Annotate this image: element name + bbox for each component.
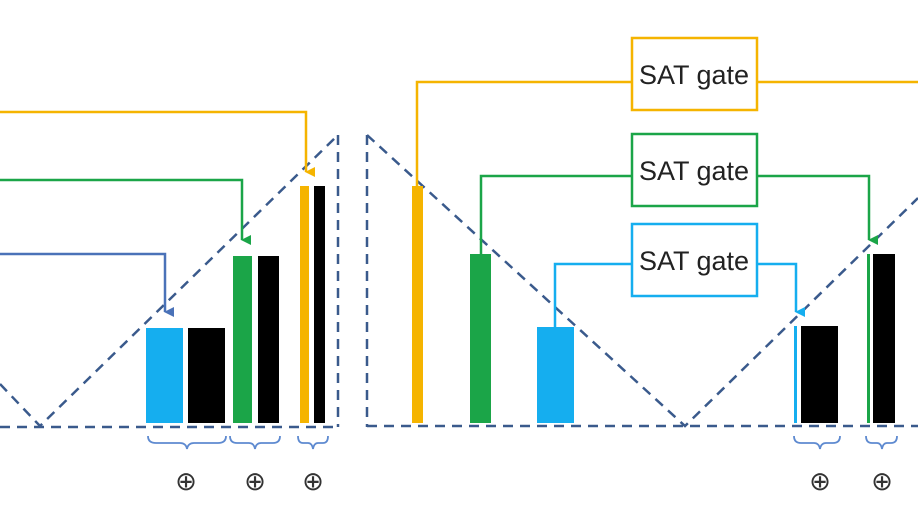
right-black-bar-1 xyxy=(801,326,838,423)
green-gate-input-line xyxy=(479,174,632,254)
left-brace-2 xyxy=(229,435,281,450)
cyan-gate-input-line xyxy=(553,262,632,327)
left-cyan-bar xyxy=(146,328,183,423)
right-yellow-bar xyxy=(412,186,423,423)
left-brace-3 xyxy=(297,435,329,450)
cyan-gate-output-line xyxy=(757,262,805,317)
green-gate-output-line xyxy=(757,174,878,245)
yellow-gate-input-line xyxy=(415,80,632,186)
sat-gate-green: SAT gate xyxy=(630,132,759,208)
left-panel: ⊕ ⊕ ⊕ xyxy=(0,110,340,497)
right-cyan-bar xyxy=(537,327,574,423)
sat-gate-green-label: SAT gate xyxy=(639,156,749,186)
left-black-bar-2 xyxy=(258,256,279,423)
right-brace-1 xyxy=(793,435,841,450)
sat-gate-cyan-label: SAT gate xyxy=(639,246,749,276)
right-cyan-thin-bar xyxy=(794,326,797,423)
sat-gate-cyan: SAT gate xyxy=(630,222,759,298)
left-black-bar-1 xyxy=(188,328,225,423)
left-green-signal-line xyxy=(0,178,251,245)
left-xor-symbol-2: ⊕ xyxy=(244,467,266,497)
left-blue-signal-line xyxy=(0,252,174,317)
sat-gate-yellow: SAT gate xyxy=(630,36,759,112)
right-green-thin-bar xyxy=(867,254,870,423)
right-brace-2 xyxy=(865,435,898,450)
left-black-bar-3 xyxy=(314,186,325,423)
right-panel: SAT gate SAT gate SAT gate ⊕ ⊕ xyxy=(365,36,918,497)
left-yellow-bar xyxy=(300,186,309,423)
right-xor-symbol-2: ⊕ xyxy=(871,467,893,497)
left-brace-1 xyxy=(147,435,227,450)
right-green-bar xyxy=(470,254,491,423)
left-green-bar xyxy=(233,256,252,423)
left-yellow-signal-line xyxy=(0,110,315,177)
right-xor-symbol-1: ⊕ xyxy=(809,467,831,497)
right-carrier-wave xyxy=(366,134,918,428)
left-xor-symbol-3: ⊕ xyxy=(302,467,324,497)
right-black-bar-2 xyxy=(873,254,895,423)
left-xor-symbol-1: ⊕ xyxy=(175,467,197,497)
sat-gate-yellow-label: SAT gate xyxy=(639,60,749,90)
